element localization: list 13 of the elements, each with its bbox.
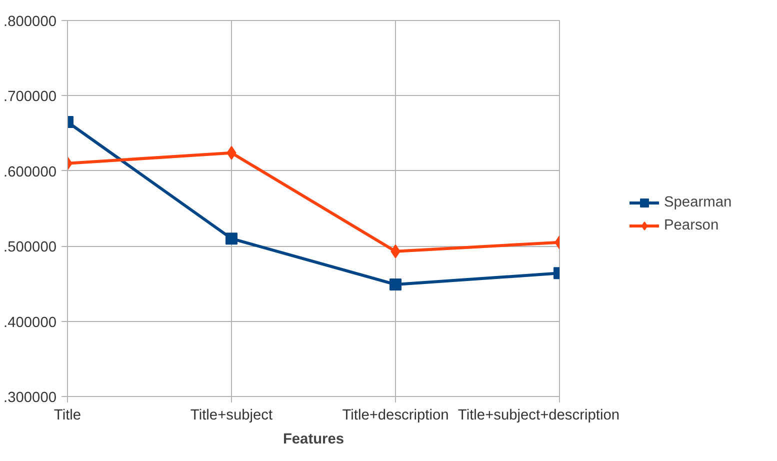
y-tick-label: .800000 [4,14,57,30]
y-tick-label: .600000 [4,164,57,180]
x-tick-label: Title+subject+description [458,408,620,424]
legend-label: Pearson [664,217,719,233]
y-tick-label: .500000 [4,240,57,256]
x-tick-label: Title+subject [190,408,273,424]
y-tick-label: .400000 [4,314,57,331]
x-tick-label: Title [54,408,82,424]
legend-label: Spearman [664,194,732,210]
y-tick-label: .700000 [4,89,57,106]
y-tick-label: .300000 [4,390,57,406]
x-axis-title: Features [282,432,344,448]
x-tick-label: Title+description [342,408,449,424]
